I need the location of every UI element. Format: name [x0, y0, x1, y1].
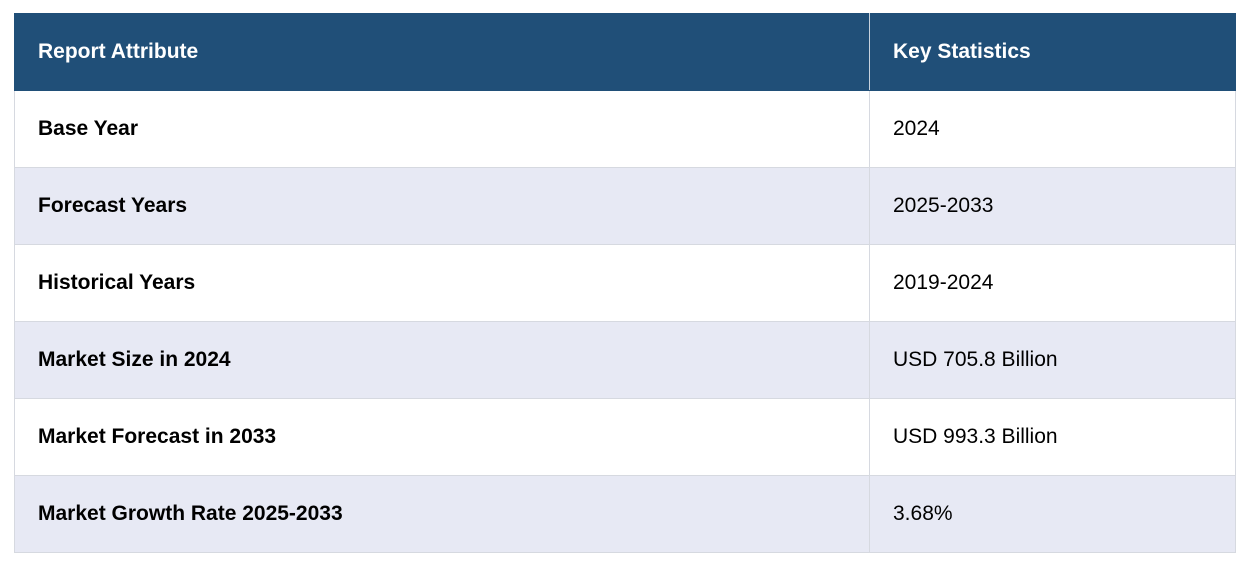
header-cell: Report Attribute [14, 13, 870, 91]
attribute-cell: Base Year [14, 90, 870, 168]
attribute-cell: Forecast Years [14, 167, 870, 245]
table-row: Market Growth Rate 2025-2033 3.68% [14, 475, 1236, 553]
table-row: Base Year 2024 [14, 90, 1236, 168]
statistic-cell: USD 993.3 Billion [869, 398, 1236, 476]
table-row: Market Size in 2024 USD 705.8 Billion [14, 321, 1236, 399]
attribute-cell: Market Growth Rate 2025-2033 [14, 475, 870, 553]
table-row: Historical Years 2019-2024 [14, 244, 1236, 322]
statistic-cell: USD 705.8 Billion [869, 321, 1236, 399]
statistic-cell: 3.68% [869, 475, 1236, 553]
attribute-cell: Market Size in 2024 [14, 321, 870, 399]
report-table: Report Attribute Key Statistics Base Yea… [14, 13, 1236, 553]
attribute-cell: Historical Years [14, 244, 870, 322]
statistic-cell: 2025-2033 [869, 167, 1236, 245]
attribute-cell: Market Forecast in 2033 [14, 398, 870, 476]
table-row: Market Forecast in 2033 USD 993.3 Billion [14, 398, 1236, 476]
table-body: Base Year 2024 Forecast Years 2025-2033 Hist… [14, 90, 1236, 553]
table-row: Forecast Years 2025-2033 [14, 167, 1236, 245]
statistic-cell: 2019-2024 [869, 244, 1236, 322]
statistic-cell: 2024 [869, 90, 1236, 168]
header-cell: Key Statistics [869, 13, 1236, 91]
header-row: Report Attribute Key Statistics [14, 13, 1236, 91]
